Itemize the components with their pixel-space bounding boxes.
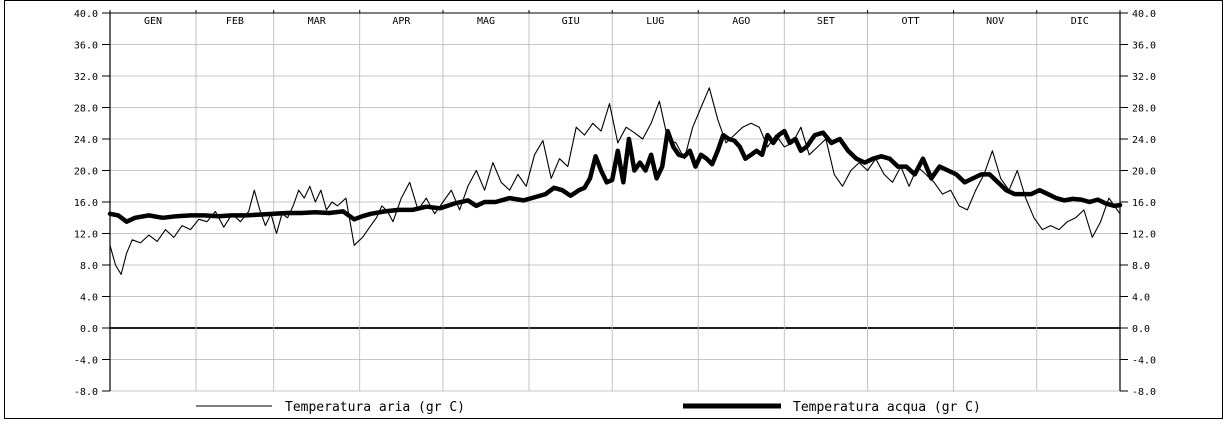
month-label-feb: FEB <box>226 16 244 27</box>
month-label-mar: MAR <box>308 16 327 27</box>
y-tick-label-right: 24.0 <box>1132 135 1156 146</box>
axes-layer: -8.0 -8.0 -4.0 -4.0 0.0 0.0 4.0 4.0 8.0 8.0 12.0 12… <box>74 9 1156 398</box>
y-tick-label-right: 32.0 <box>1132 72 1156 83</box>
month-label-ago: AGO <box>732 16 750 27</box>
legend: Temperatura aria (gr C) Temperatura acqua… <box>196 400 981 415</box>
y-tick-label-right: 12.0 <box>1132 230 1156 241</box>
month-label-ott: OTT <box>901 16 919 27</box>
series-layer <box>107 87 1123 275</box>
y-tick-label-left: -8.0 <box>74 387 98 398</box>
month-label-set: SET <box>817 16 835 27</box>
y-tick-label-left: 12.0 <box>74 230 98 241</box>
y-tick-label-left: 36.0 <box>74 41 98 52</box>
y-tick-label-left: 20.0 <box>74 167 98 178</box>
legend-label-air: Temperatura aria (gr C) <box>285 400 465 415</box>
y-tick-label-right: 36.0 <box>1132 41 1156 52</box>
y-tick-label-right: -4.0 <box>1132 356 1156 367</box>
y-tick-label-right: 28.0 <box>1132 104 1156 115</box>
month-label-dic: DIC <box>1071 16 1089 27</box>
y-tick-label-right: 40.0 <box>1132 9 1156 20</box>
y-tick-label-left: 40.0 <box>74 9 98 20</box>
y-tick-label-left: 4.0 <box>80 293 98 304</box>
month-label-mag: MAG <box>477 16 495 27</box>
month-label-giu: GIU <box>562 16 580 27</box>
y-tick-label-left: 28.0 <box>74 104 98 115</box>
y-tick-label-left: 16.0 <box>74 198 98 209</box>
series-line-air <box>109 87 1121 275</box>
y-tick-label-left: 8.0 <box>80 261 98 272</box>
y-tick-label-left: 24.0 <box>74 135 98 146</box>
month-label-lug: LUG <box>646 16 664 27</box>
month-label-apr: APR <box>392 16 411 27</box>
y-tick-label-right: 16.0 <box>1132 198 1156 209</box>
series-line-water <box>107 128 1123 224</box>
y-tick-label-right: -8.0 <box>1132 387 1156 398</box>
y-tick-label-right: 20.0 <box>1132 167 1156 178</box>
month-label-gen: GEN <box>144 16 162 27</box>
y-tick-label-right: 0.0 <box>1132 324 1150 335</box>
y-tick-label-right: 8.0 <box>1132 261 1150 272</box>
month-label-nov: NOV <box>986 16 1004 27</box>
y-tick-label-right: 4.0 <box>1132 293 1150 304</box>
y-tick-label-left: -4.0 <box>74 356 98 367</box>
legend-label-water: Temperatura acqua (gr C) <box>793 400 981 415</box>
y-tick-label-left: 32.0 <box>74 72 98 83</box>
y-tick-label-left: 0.0 <box>80 324 98 335</box>
